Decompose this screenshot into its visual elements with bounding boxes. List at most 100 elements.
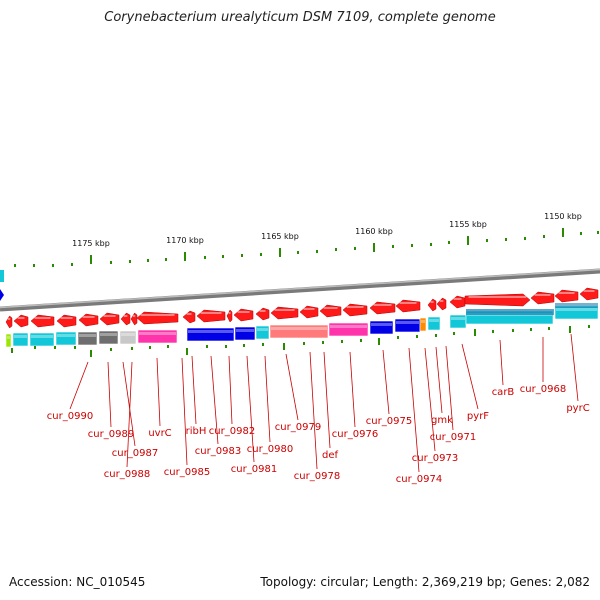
gene-label-leader [181,357,188,466]
gene-label-leader [228,355,233,425]
position-tick [131,347,133,350]
cog-segment [55,331,77,346]
gene-arrow-shine [439,300,444,302]
cog-segment [186,327,235,342]
gene-label: cur_0980 [247,444,293,455]
cog-segment [5,333,12,348]
scale-minor-tick [392,245,394,248]
cog-segment [269,324,329,339]
gene-arrow-shine [558,292,575,294]
gene-arrow-shine [274,309,295,311]
position-tick [548,327,550,330]
cog-segment [234,326,256,341]
cog-segment [255,325,270,340]
gene-arrow [56,314,77,328]
scale-minor-tick [110,261,112,264]
gene-arrow-shine [237,311,250,313]
gene-label-leader [435,346,443,414]
cog-segment [328,322,369,337]
position-tick [54,346,56,349]
position-tick [149,346,151,349]
cog-segment [394,318,421,333]
scale-tick-label: 1150 kbp [544,212,582,221]
gene-label: carB [492,387,515,398]
gene-arrow [554,289,579,303]
gene-label-leader [69,361,89,410]
gene-arrow-shine [123,315,128,317]
gene-label: cur_0981 [231,464,277,475]
cog-segment [77,331,98,346]
gene-label: cur_0974 [396,474,442,485]
gene-arrow-shine [399,302,417,304]
gene-arrow [369,301,396,315]
gene-arrow-shine [7,318,11,320]
gene-label: cur_0990 [47,411,93,422]
gene-arrow [13,314,29,328]
gene-arrow-shine [228,312,231,314]
gene-arrow-shine [82,316,95,318]
position-tick [186,348,188,355]
gene-label: cur_0989 [88,429,134,440]
gene-track [5,287,599,329]
gene-arrow [449,295,466,309]
gene-arrow [30,314,55,328]
scale-minor-tick [597,231,599,234]
scale-minor-tick [165,258,167,261]
scale-major-tick [184,252,186,261]
gene-label: cur_0987 [112,448,158,459]
cog-segment-shine [371,323,392,326]
gene-arrow-shine [468,296,527,298]
cog-segment-shine [451,317,465,320]
scale-minor-tick [448,241,450,244]
position-tick [474,329,476,336]
cog-segment-shine [396,321,419,324]
gene-label-leader [264,355,271,443]
gene-label: pyrC [566,403,589,414]
gene-label: cur_0968 [520,384,566,395]
gene-arrow [233,308,254,322]
position-tick [283,343,285,350]
scale-minor-tick [411,244,413,247]
gene-arrow [436,297,447,311]
gene-label-leader [323,351,331,449]
gene-label-leader [122,361,136,447]
scale-minor-tick [129,260,131,263]
position-tick [378,338,380,345]
position-tick [243,344,245,347]
gene-label-leader [499,339,504,386]
gene-arrow-shine [140,314,175,316]
cog-segment-shine [139,332,176,335]
gene-label: cur_0988 [104,469,150,480]
gene-label-leader [461,343,479,410]
scale-major-tick [562,228,564,237]
scale-tick-label: 1160 kbp [355,227,393,236]
gene-arrow [226,309,233,323]
gene-arrow-shine [323,307,338,309]
position-tick [416,335,418,338]
gene-label-leader [191,355,197,425]
gene-label-leader [156,357,161,427]
gene-label-leader [246,355,255,463]
gene-label: cur_0971 [430,432,476,443]
gene-arrow [120,312,131,326]
gene-label: cur_0976 [332,429,378,440]
gene-label-leader [408,347,420,473]
cog-segment-shine [421,320,425,323]
position-tick [303,342,305,345]
gene-arrow [270,306,299,320]
position-tick [569,326,571,333]
gene-label-leader [309,351,318,470]
scale-minor-tick [71,263,73,266]
scale-minor-tick [204,256,206,259]
gene-arrow-shine [373,304,392,306]
cog-segment [419,317,427,332]
position-tick [360,339,362,342]
scale-minor-tick [354,247,356,250]
gene-arrow-shine [132,315,136,317]
scale-minor-tick [524,237,526,240]
cog-segment [427,316,441,331]
gene-label: uvrC [148,428,171,439]
scale-tick-label: 1165 kbp [261,232,299,241]
gene-arrow [319,304,342,318]
scale-major-tick [279,248,281,257]
